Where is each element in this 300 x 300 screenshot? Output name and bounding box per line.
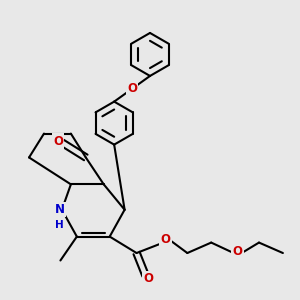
Text: O: O: [127, 82, 137, 95]
Text: O: O: [232, 245, 242, 258]
Text: N: N: [55, 203, 64, 216]
Text: O: O: [160, 233, 170, 246]
Text: O: O: [143, 272, 154, 285]
Text: O: O: [53, 134, 63, 148]
Text: H: H: [55, 220, 64, 230]
